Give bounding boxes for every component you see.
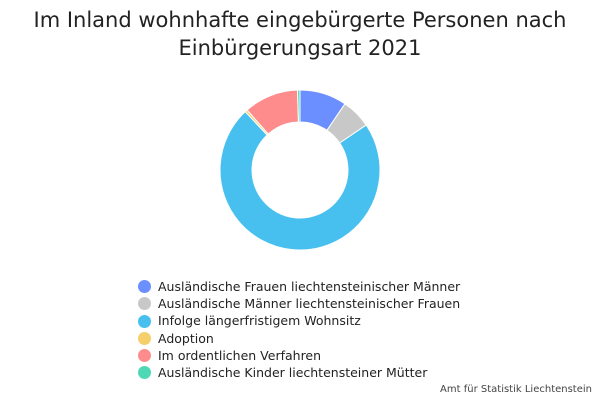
legend-label: Ausländische Männer liechtensteinischer … xyxy=(158,296,461,312)
chart-legend: Ausländische Frauen liechtensteinischer … xyxy=(138,278,460,381)
legend-label: Im ordentlichen Verfahren xyxy=(158,347,322,363)
legend-item-3[interactable]: Adoption xyxy=(138,330,460,347)
legend-label: Adoption xyxy=(158,330,214,346)
legend-swatch xyxy=(138,297,151,311)
legend-item-0[interactable]: Ausländische Frauen liechtensteinischer … xyxy=(138,278,460,295)
legend-swatch xyxy=(138,348,151,362)
legend-item-4[interactable]: Im ordentlichen Verfahren xyxy=(138,347,460,364)
legend-swatch xyxy=(138,314,151,328)
legend-swatch xyxy=(138,366,151,380)
legend-swatch xyxy=(138,280,151,294)
donut-slice-5[interactable] xyxy=(296,89,301,123)
legend-label: Ausländische Frauen liechtensteinischer … xyxy=(158,279,461,294)
legend-label: Ausländische Kinder liechtensteiner Mütt… xyxy=(158,365,428,381)
source-credit: Amt für Statistik Liechtenstein xyxy=(440,384,592,395)
chart-title-line-1: Im Inland wohnhafte eingebürgerte Person… xyxy=(33,8,567,32)
legend-item-5[interactable]: Ausländische Kinder liechtensteiner Mütt… xyxy=(138,364,460,381)
legend-item-1[interactable]: Ausländische Männer liechtensteinischer … xyxy=(138,295,460,312)
chart-title-line-2: Einbürgerungsart 2021 xyxy=(178,36,422,60)
legend-swatch xyxy=(138,331,151,345)
legend-item-2[interactable]: Infolge längerfristigem Wohnsitz xyxy=(138,312,460,329)
legend-label: Infolge längerfristigem Wohnsitz xyxy=(158,313,361,329)
donut-slice-2[interactable] xyxy=(219,110,381,251)
chart-title: Im Inland wohnhafte eingebürgerte Person… xyxy=(0,6,600,62)
